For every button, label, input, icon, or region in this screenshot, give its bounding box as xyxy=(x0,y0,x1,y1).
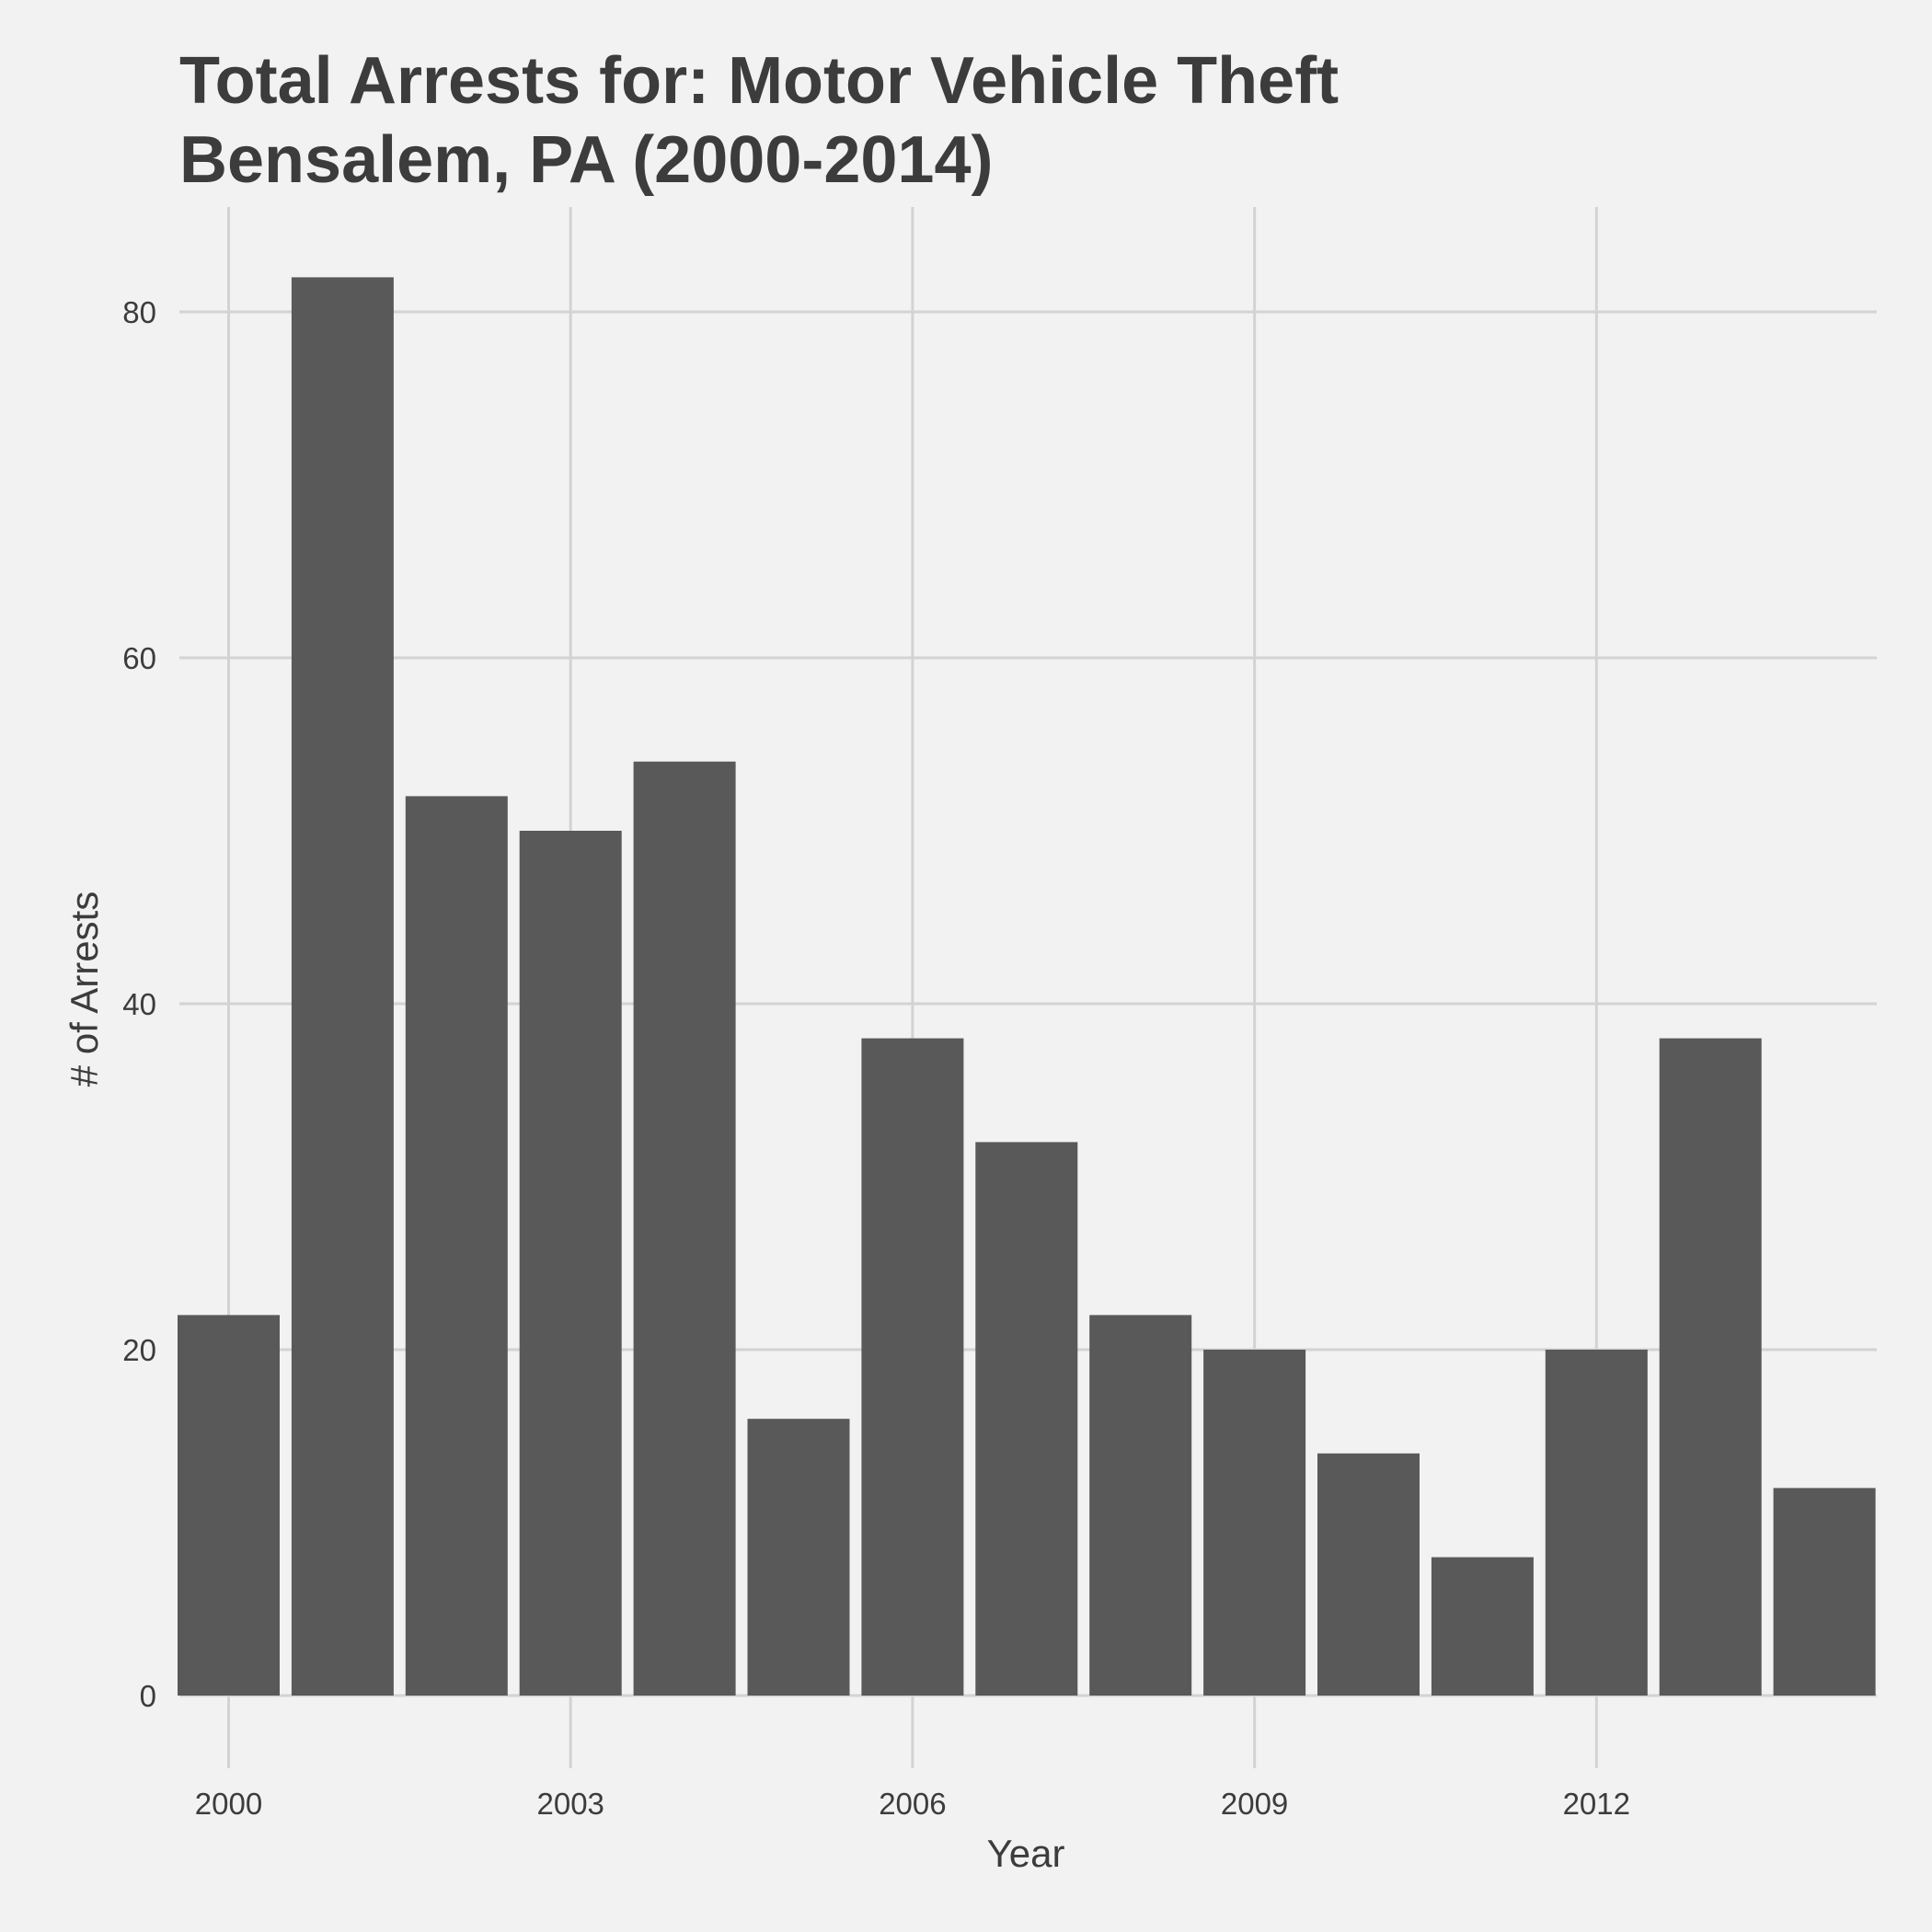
bar-2008 xyxy=(1089,1315,1192,1696)
y-tick-label-20: 20 xyxy=(122,1333,156,1367)
y-axis-title: # of Arrests xyxy=(63,891,106,1087)
bar-2002 xyxy=(405,796,508,1696)
bar-2004 xyxy=(633,761,736,1696)
bar-2014 xyxy=(1773,1488,1876,1696)
bar-2001 xyxy=(291,277,394,1696)
bar-2013 xyxy=(1659,1038,1762,1696)
bar-2005 xyxy=(747,1419,850,1696)
bar-2003 xyxy=(519,831,622,1696)
x-tick-label-2009: 2009 xyxy=(1221,1787,1288,1821)
bar-2006 xyxy=(861,1038,964,1696)
bar-2007 xyxy=(975,1142,1078,1696)
bar-2011 xyxy=(1431,1557,1534,1696)
tick-labels: 2000 2003 2006 2009 2012 0 20 40 60 80 xyxy=(122,295,1630,1821)
bar-2010 xyxy=(1317,1453,1420,1696)
y-tick-label-40: 40 xyxy=(122,987,156,1021)
chart-title-line-1: Total Arrests for: Motor Vehicle Theft xyxy=(179,44,1339,118)
x-tick-label-2012: 2012 xyxy=(1563,1787,1630,1821)
y-tick-label-60: 60 xyxy=(122,641,156,675)
y-tick-label-80: 80 xyxy=(122,295,156,329)
x-tick-label-2000: 2000 xyxy=(195,1787,262,1821)
y-tick-label-0: 0 xyxy=(140,1679,156,1713)
x-axis-title: Year xyxy=(987,1832,1065,1875)
bar-2009 xyxy=(1203,1350,1306,1696)
bar-2000 xyxy=(178,1315,280,1696)
bars xyxy=(178,277,1876,1696)
bar-2012 xyxy=(1545,1350,1648,1696)
x-tick-label-2006: 2006 xyxy=(879,1787,946,1821)
chart-title-line-2: Bensalem, PA (2000-2014) xyxy=(179,123,993,197)
x-tick-label-2003: 2003 xyxy=(536,1787,604,1821)
